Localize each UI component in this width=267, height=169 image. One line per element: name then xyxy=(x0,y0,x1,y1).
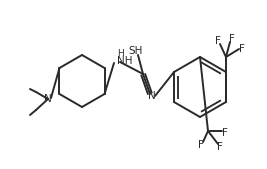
Text: F: F xyxy=(239,44,245,54)
Text: N: N xyxy=(44,94,52,104)
Text: F: F xyxy=(229,34,235,44)
Text: SH: SH xyxy=(129,46,143,56)
Text: NH: NH xyxy=(117,56,132,66)
Text: F: F xyxy=(222,128,228,138)
Text: H: H xyxy=(117,49,123,57)
Text: F: F xyxy=(215,36,221,46)
Text: N: N xyxy=(148,91,156,101)
Text: F: F xyxy=(198,140,204,150)
Text: F: F xyxy=(217,142,223,152)
